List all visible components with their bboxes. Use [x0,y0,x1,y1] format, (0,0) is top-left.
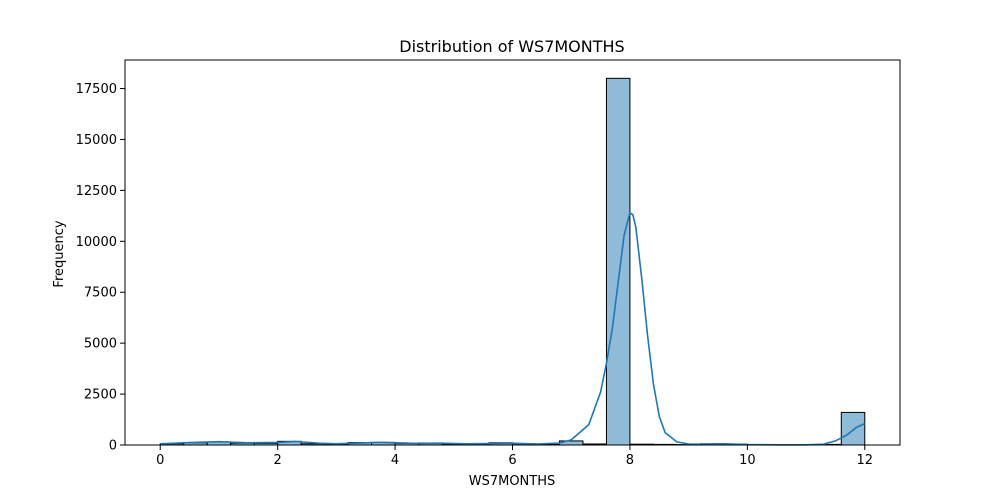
y-tick-label: 10000 [76,235,117,250]
x-tick-label: 12 [856,453,873,468]
chart-title: Distribution of WS7MONTHS [399,37,624,56]
x-tick-label: 10 [739,453,756,468]
x-tick-label: 6 [508,453,516,468]
y-tick-label: 2500 [84,388,117,403]
y-tick-label: 12500 [76,184,117,199]
bars-layer [159,77,866,446]
x-axis-label: WS7MONTHS [469,474,556,489]
plot-frame [124,59,901,446]
y-tick-label: 15000 [76,133,117,148]
x-tick-label: 0 [156,453,164,468]
y-tick-label: 7500 [84,286,117,301]
y-tick-label: 5000 [84,337,117,352]
x-tick-label: 4 [391,453,399,468]
axes-layer: 0 2 4 6 8 10 12 0 2500 5000 7500 10000 12500 15000 175… [76,59,901,468]
y-axis-label: Frequency [52,220,67,287]
histogram-bar [605,77,631,446]
kde-line [160,211,866,446]
y-tick-label: 17500 [76,82,117,97]
x-tick-label: 2 [274,453,282,468]
y-tick-label: 0 [109,439,117,454]
x-tick-label: 8 [626,453,634,468]
histogram-bar [840,411,866,446]
kde-layer [160,211,866,446]
